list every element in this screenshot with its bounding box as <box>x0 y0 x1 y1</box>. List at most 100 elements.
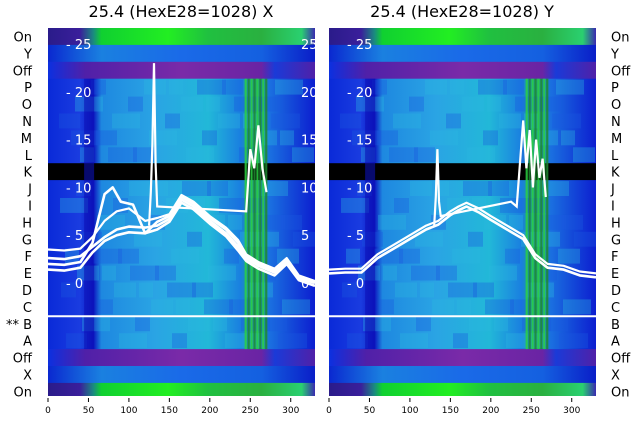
heatmap-row <box>48 44 315 63</box>
stripe <box>244 78 247 350</box>
heatmap-cell <box>98 299 113 315</box>
heatmap-cell <box>165 113 180 129</box>
chart-title: 25.4 (HexE28=1028) Y <box>370 2 554 21</box>
heatmap-cell <box>93 248 122 264</box>
heatmap-stripes <box>365 78 549 350</box>
series-lines <box>48 63 315 288</box>
heatmap-cell <box>420 282 434 298</box>
series-line <box>48 201 315 288</box>
heatmap-row <box>329 28 596 46</box>
heatmap-cell <box>182 181 211 196</box>
heatmap-cell <box>399 248 420 264</box>
heatmap-row <box>48 61 315 80</box>
heatmap-cell <box>169 79 183 95</box>
x-axis: 0 50 100 150 200 250 300 <box>45 398 300 416</box>
x-tick-label: 50 <box>364 406 376 416</box>
y-tick-label-right: 10 <box>301 181 318 196</box>
row-label: G <box>22 233 32 248</box>
heatmap-cell <box>556 79 584 95</box>
heatmap-cell <box>552 113 581 129</box>
y-tick-labels: - 25 - 20 - 15 - 10 - 5 - 0 <box>347 38 372 292</box>
heatmap-cell <box>400 333 428 349</box>
y-tick-label-right: 20 <box>301 86 318 101</box>
heatmap-cell <box>225 333 247 349</box>
y-tick-label-right: 5 <box>301 229 309 244</box>
row-label: Off <box>611 64 631 79</box>
heatmap-cell <box>171 248 199 264</box>
heatmap-cell <box>280 130 294 146</box>
heatmap-cell <box>135 316 150 332</box>
row-label: I <box>611 199 615 214</box>
heatmap-cell <box>411 265 440 281</box>
heatmap-cell <box>574 231 596 247</box>
row-label: Off <box>13 64 33 79</box>
heatmap-cell <box>436 265 457 281</box>
x-tick-label: 150 <box>161 406 178 416</box>
row-label: ** B <box>6 318 32 333</box>
heatmap-cell <box>494 316 508 332</box>
y-tick-label: - 5 <box>347 229 364 244</box>
heatmap-cell <box>91 79 106 95</box>
heatmap-cell <box>293 231 315 247</box>
heatmap-cell <box>133 147 154 163</box>
row-label: On <box>611 30 629 45</box>
heatmap-cell <box>134 231 162 247</box>
heatmap-cell <box>509 214 523 230</box>
row-label: K <box>23 166 32 181</box>
heatmap-cell <box>573 147 595 163</box>
y-tick-labels: - 25 25 - 20 20 - 15 15 - 10 10 - 5 5 - 0 0 <box>66 38 318 292</box>
heatmap-cell <box>506 333 528 349</box>
y-tick-label: - 25 <box>347 38 372 53</box>
y-tick-label: - 25 <box>66 38 91 53</box>
y-tick-label: - 20 <box>66 86 91 101</box>
heatmap-cell <box>341 198 369 213</box>
stripe <box>365 78 376 350</box>
heatmap-cell <box>342 282 357 298</box>
heatmap-cell <box>383 265 397 281</box>
heatmap-cell <box>155 265 176 281</box>
heatmap-cell <box>499 113 521 129</box>
y-tick-label: - 15 <box>347 134 372 149</box>
stripe <box>265 78 268 350</box>
heatmap-cell <box>277 248 299 264</box>
heatmap-cell <box>119 333 147 349</box>
row-label: X <box>23 368 32 383</box>
stripe <box>247 78 250 350</box>
heatmap-cell <box>265 231 279 247</box>
heatmap-row <box>329 61 596 80</box>
row-label: K <box>611 166 620 181</box>
heatmap-cell <box>118 248 139 264</box>
heatmap-cell <box>108 147 137 163</box>
heatmap-cell <box>473 282 494 298</box>
row-label: Y <box>23 47 32 62</box>
heatmap-cell <box>489 265 517 281</box>
heatmap-cell <box>347 333 368 349</box>
row-label: O <box>611 98 621 113</box>
heatmap-cell <box>181 96 203 112</box>
row-label: C <box>23 301 32 316</box>
heatmap-cell <box>432 299 454 315</box>
heatmap-cell <box>416 316 431 332</box>
row-label: D <box>22 284 32 299</box>
heatmap-cell <box>114 282 136 298</box>
stripe <box>531 78 534 350</box>
y-tick-label-right: 15 <box>301 134 318 149</box>
row-label: A <box>23 335 32 350</box>
heatmap-cell <box>469 316 491 332</box>
heatmap-cell <box>66 333 87 349</box>
heatmap-cell <box>393 113 421 129</box>
series-line <box>329 205 596 279</box>
stripe <box>259 78 262 350</box>
row-label: C <box>611 301 620 316</box>
x-tick-label: 100 <box>120 406 137 416</box>
row-label: L <box>611 149 619 164</box>
heatmap-cell <box>188 316 210 332</box>
heatmap-cell <box>167 282 196 298</box>
row-label: B <box>611 318 620 333</box>
heatmap-cell <box>292 147 314 163</box>
heatmap-cell <box>378 214 406 230</box>
heatmap-cell <box>204 299 233 315</box>
y-tick-label-right: 0 <box>301 277 309 292</box>
y-tick-label: - 10 <box>347 181 372 196</box>
row-label: Off <box>611 352 631 367</box>
